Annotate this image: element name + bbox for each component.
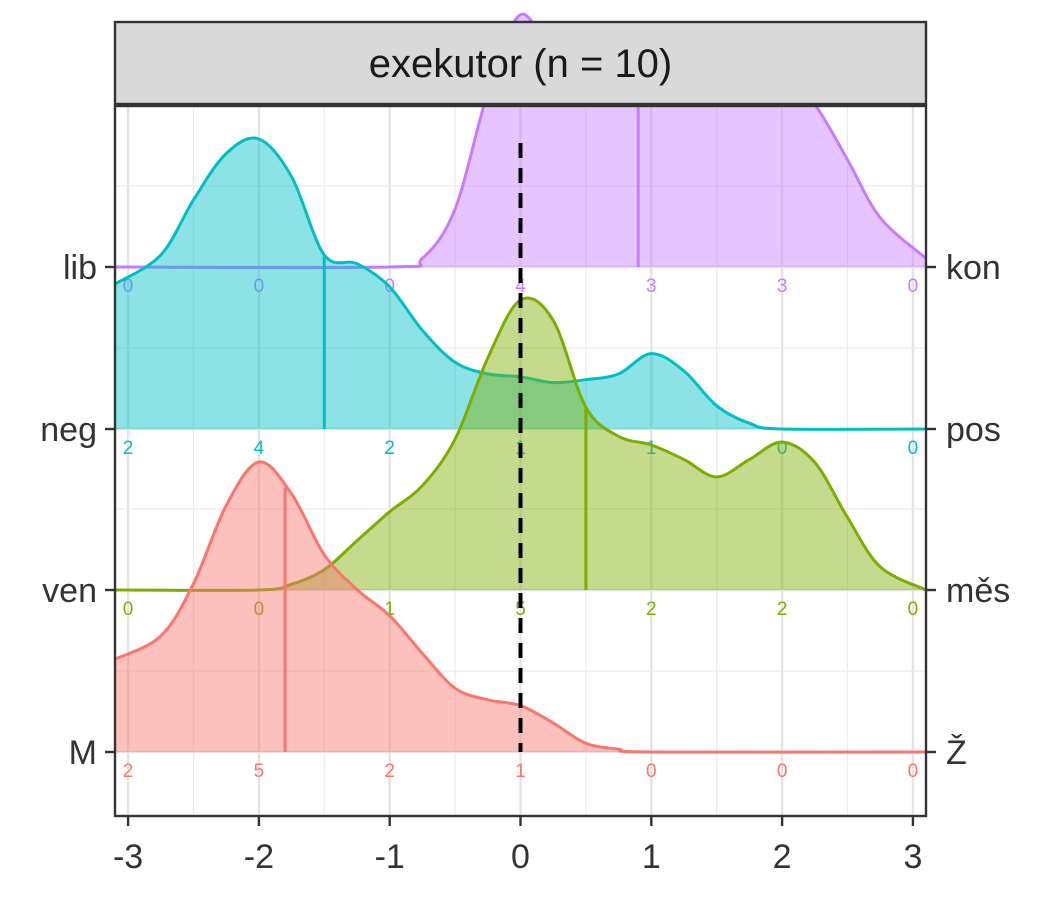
count-label-M: 2 xyxy=(123,761,134,782)
count-label-neg: 1 xyxy=(646,438,657,459)
facet-strip xyxy=(113,20,928,106)
count-label-neg: 2 xyxy=(123,438,134,459)
count-label-neg: 4 xyxy=(254,438,265,459)
y-label-left: neg xyxy=(40,411,97,449)
y-label-right: pos xyxy=(946,411,1001,449)
ridge-M: 2 5 2 1 0 0 0 xyxy=(114,460,927,782)
x-tick-label: 0 xyxy=(511,838,530,876)
count-label-ven: 0 xyxy=(123,599,134,620)
count-label-M: 0 xyxy=(646,761,657,782)
count-label-lib: 0 xyxy=(908,276,919,297)
y-label-right: Ž xyxy=(946,734,967,772)
count-label-lib: 0 xyxy=(123,276,134,297)
count-label-M: 0 xyxy=(777,761,788,782)
count-label-ven: 2 xyxy=(777,599,788,620)
count-label-M: 2 xyxy=(384,761,395,782)
count-label-M: 5 xyxy=(254,761,265,782)
count-label-ven: 0 xyxy=(908,599,919,620)
x-tick-label: 2 xyxy=(773,838,792,876)
facet-title: exekutor (n = 10) xyxy=(369,42,673,86)
x-tick-label: 1 xyxy=(642,838,661,876)
count-label-ven: 0 xyxy=(254,599,265,620)
ridge-area-lib xyxy=(115,14,926,268)
ridge-outline-M xyxy=(114,460,927,754)
count-label-neg: 2 xyxy=(384,438,395,459)
ridge-outline-neg xyxy=(114,136,927,431)
frame-layer: exekutor (n = 10) xyxy=(113,20,928,818)
y-label-left: M xyxy=(69,734,97,772)
count-label-lib: 3 xyxy=(646,276,657,297)
y-label-right: měs xyxy=(946,572,1010,610)
x-tick-label: -3 xyxy=(113,838,143,876)
x-tick-label: -1 xyxy=(375,838,405,876)
count-label-M: 0 xyxy=(908,761,919,782)
count-label-ven: 2 xyxy=(646,599,657,620)
x-tick-label: 3 xyxy=(903,838,922,876)
count-label-neg: 0 xyxy=(777,438,788,459)
ridge-area-M xyxy=(115,461,926,753)
count-label-ven: 1 xyxy=(384,599,395,620)
count-label-lib: 0 xyxy=(254,276,265,297)
y-label-left: lib xyxy=(63,249,97,287)
count-label-lib: 3 xyxy=(777,276,788,297)
count-label-ven: 5 xyxy=(515,599,526,620)
ridge-area-neg xyxy=(115,138,926,430)
count-label-M: 1 xyxy=(515,761,526,782)
y-label-left: ven xyxy=(42,572,97,610)
x-tick-label: -2 xyxy=(244,838,274,876)
count-label-neg: 0 xyxy=(908,438,919,459)
count-label-lib: 4 xyxy=(515,276,526,297)
y-label-right: kon xyxy=(946,249,1001,287)
